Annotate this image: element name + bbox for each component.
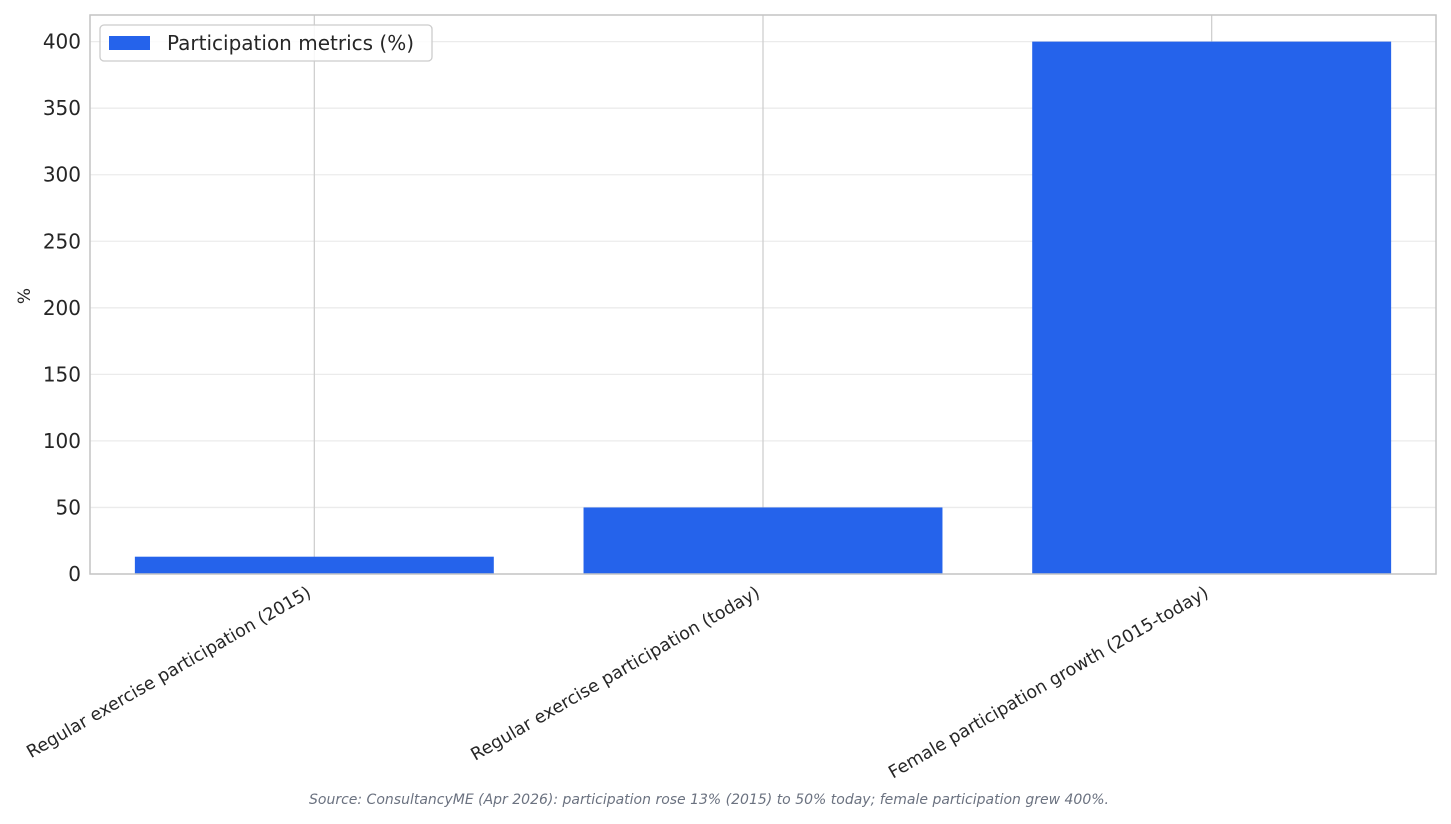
bar	[583, 507, 943, 574]
y-tick-label: 50	[56, 495, 81, 519]
x-tick-label: Regular exercise participation (2015)	[24, 583, 315, 763]
y-tick-label: 300	[43, 163, 81, 187]
y-tick-label: 150	[43, 362, 81, 386]
plot-frame	[89, 14, 1437, 575]
legend: Participation metrics (%)	[99, 24, 433, 62]
y-tick-label: 350	[43, 96, 81, 120]
legend-swatch	[109, 36, 150, 50]
y-tick-label: 200	[43, 296, 81, 320]
x-axis-ticks: Regular exercise participation (2015) Reg…	[24, 583, 1213, 783]
bar	[134, 556, 494, 574]
y-tick-label: 400	[43, 30, 81, 54]
x-tick-label: Regular exercise participation (today)	[468, 583, 764, 765]
y-tick-label: 100	[43, 429, 81, 453]
y-tick-label: 250	[43, 229, 81, 253]
x-tick-label: Female participation growth (2015-today)	[885, 583, 1212, 783]
legend-box	[99, 24, 433, 62]
bar	[1032, 41, 1392, 575]
y-axis-ticks: 0 50 100 150 200 250 300 350 400	[43, 30, 81, 586]
source-note: Source: ConsultancyME (Apr 2026): partic…	[309, 792, 1109, 808]
y-tick-label: 0	[68, 562, 81, 586]
legend-label: Participation metrics (%)	[167, 31, 414, 55]
bars	[134, 41, 1392, 575]
y-axis-title: %	[15, 288, 35, 304]
